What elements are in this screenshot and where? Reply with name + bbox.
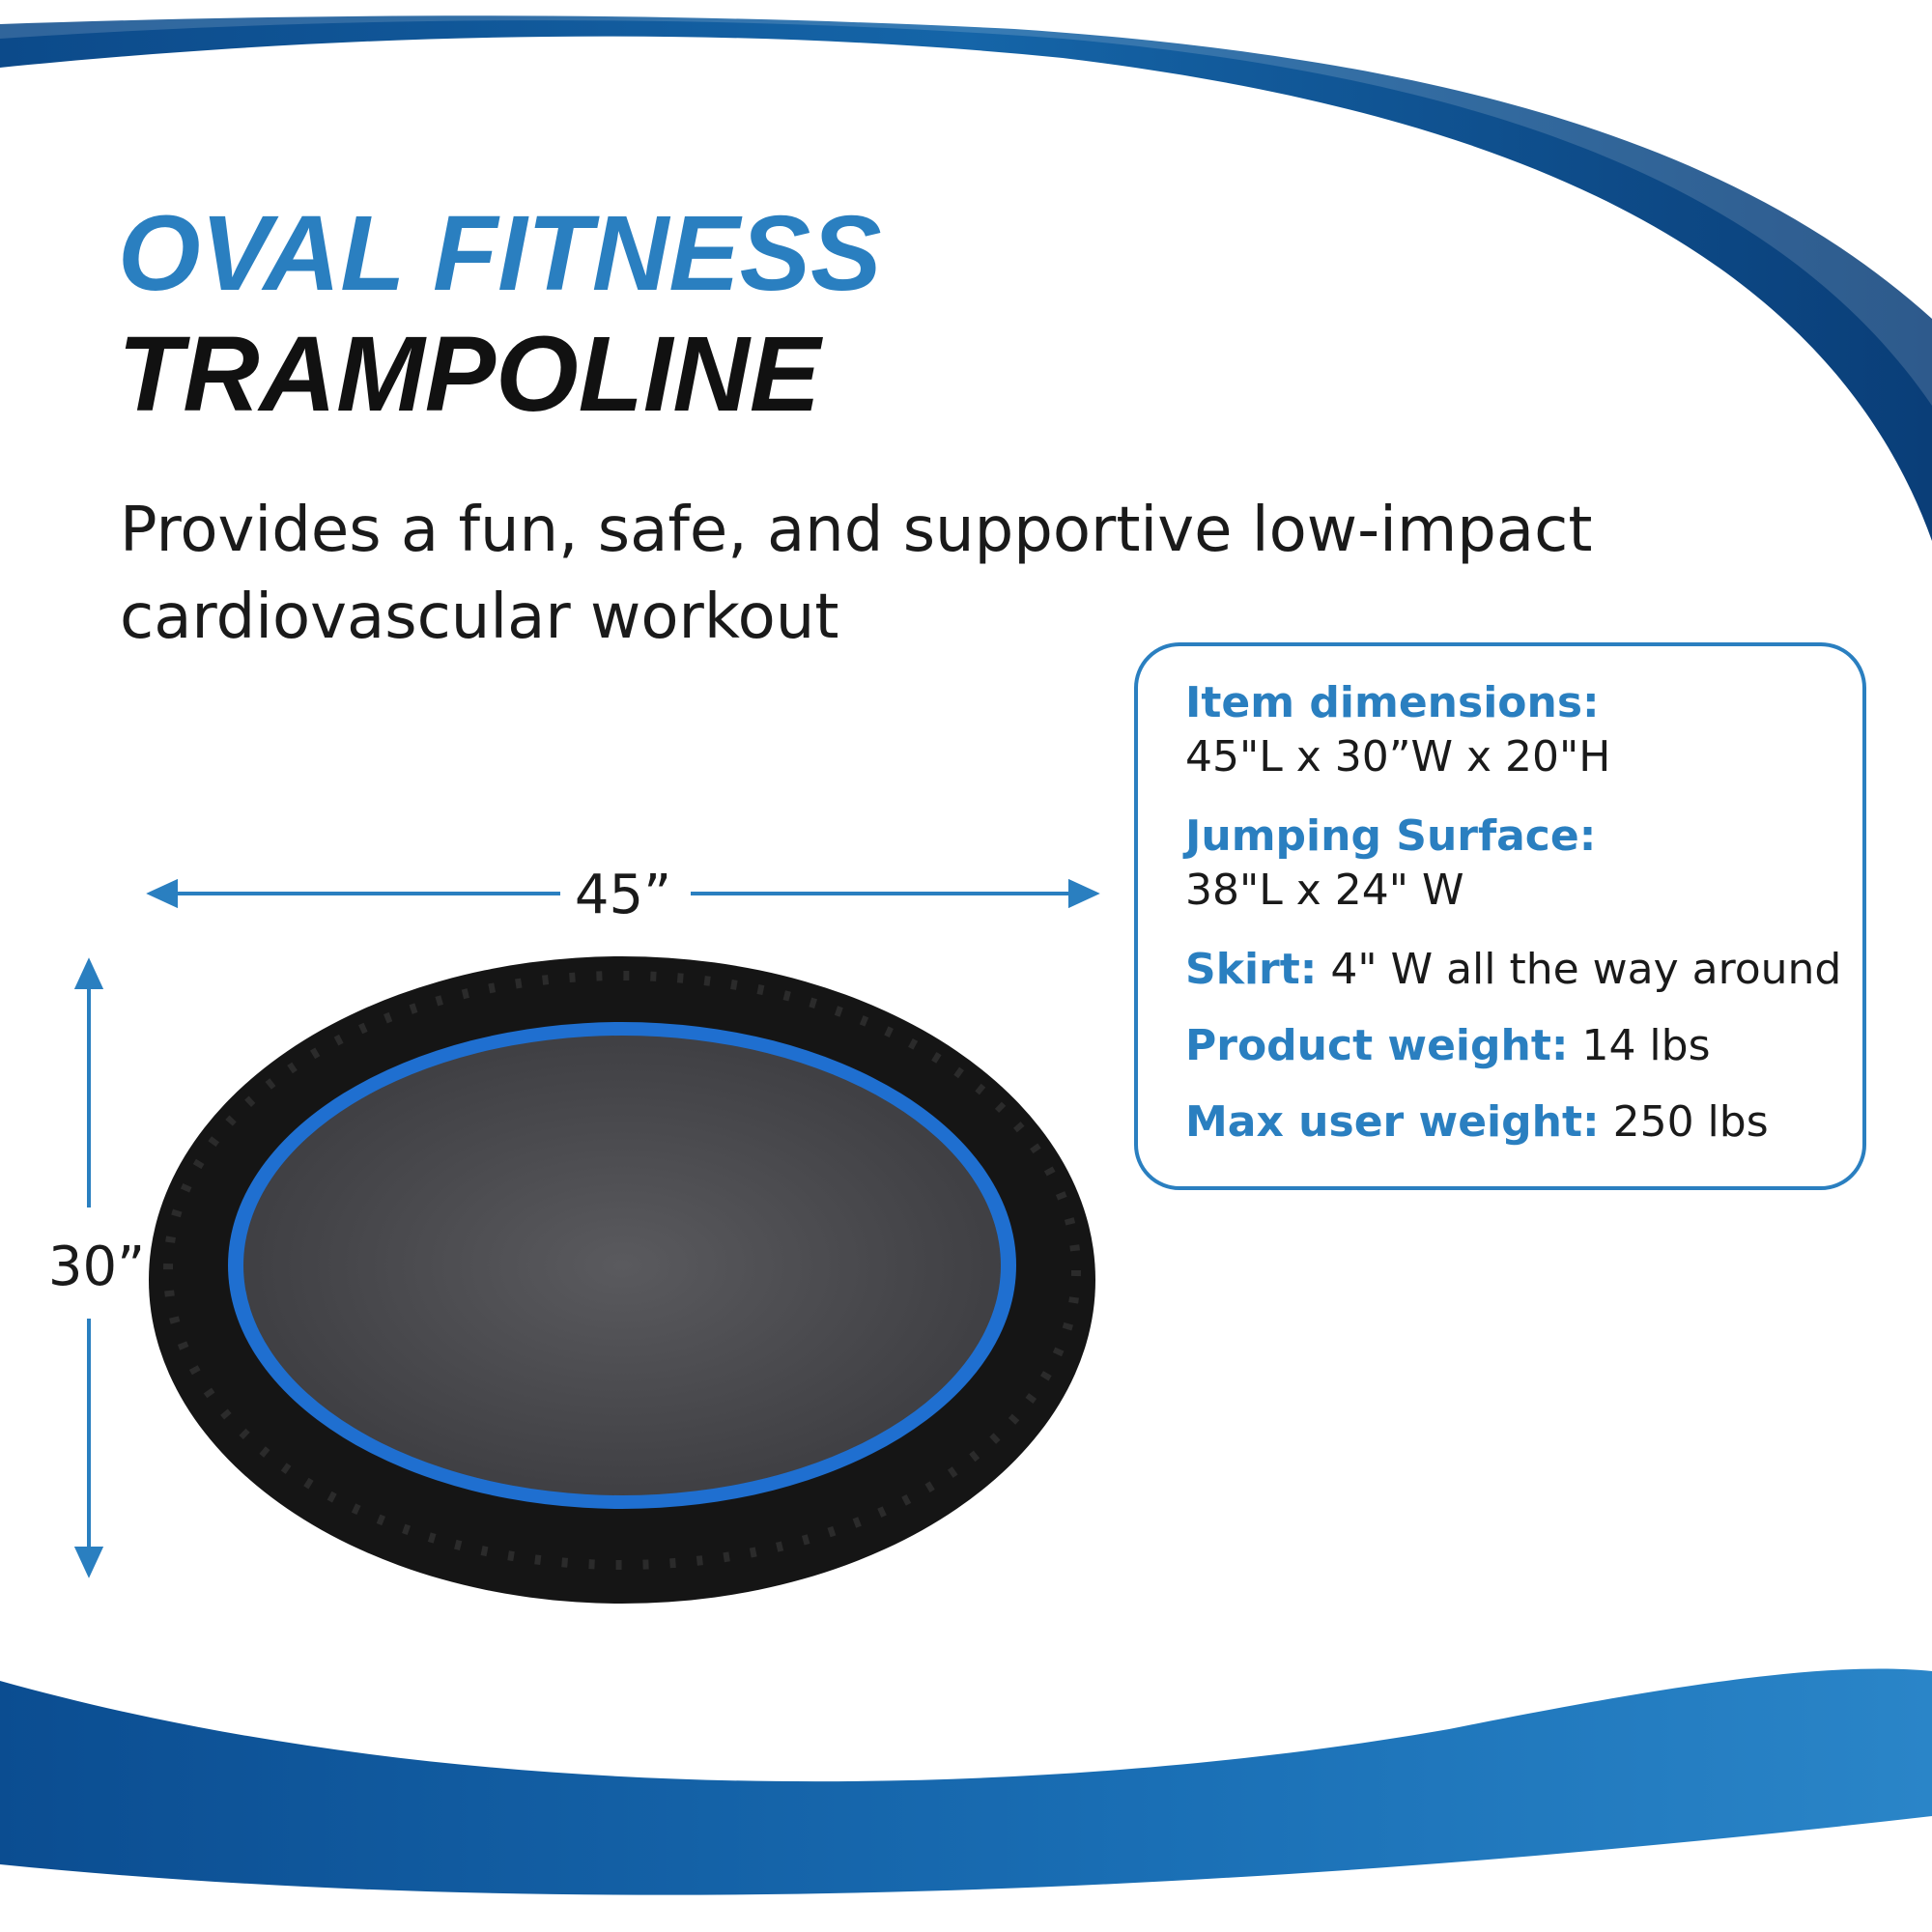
spec-value: 250 lbs bbox=[1613, 1097, 1769, 1147]
spec-label: Jumping Surface: bbox=[1182, 811, 1596, 861]
spec-row: Max user weight: 250 lbs bbox=[1185, 1097, 1769, 1147]
length-label: 45” bbox=[575, 864, 671, 926]
width-arrow bbox=[73, 957, 104, 1578]
title-line1: OVAL FITNESS bbox=[118, 194, 881, 313]
spec-label: Item dimensions: bbox=[1185, 678, 1600, 727]
trampoline bbox=[149, 956, 1095, 1604]
subtitle-line1: Provides a fun, safe, and supportive low… bbox=[120, 495, 1592, 566]
spec-label: Skirt: bbox=[1185, 945, 1317, 994]
spec-value: 38"L x 24" W bbox=[1185, 866, 1463, 915]
spec-row: Product weight: 14 lbs bbox=[1185, 1021, 1711, 1070]
subtitle-line2: cardiovascular workout bbox=[120, 582, 838, 653]
width-label: 30” bbox=[48, 1236, 145, 1298]
spec-box bbox=[1134, 642, 1866, 1190]
top-white bbox=[0, 0, 1932, 319]
spec-label: Max user weight: bbox=[1185, 1097, 1600, 1147]
spec-label: Product weight: bbox=[1185, 1021, 1568, 1070]
length-arrow bbox=[146, 878, 1100, 909]
title-line2: TRAMPOLINE bbox=[118, 315, 824, 434]
spec-value: 45"L x 30”W x 20"H bbox=[1185, 732, 1610, 781]
spec-label: Jumping Surface: bbox=[1182, 811, 1596, 861]
top-wave-sheen bbox=[0, 0, 1932, 406]
spec-label: Item dimensions: bbox=[1185, 678, 1600, 727]
top-wave bbox=[0, 0, 1932, 541]
spec-value: 4" W all the way around bbox=[1330, 945, 1841, 994]
spec-value: 14 lbs bbox=[1581, 1021, 1710, 1070]
spec-row: Skirt: 4" W all the way around bbox=[1185, 945, 1841, 994]
bottom-white bbox=[0, 1816, 1932, 1932]
